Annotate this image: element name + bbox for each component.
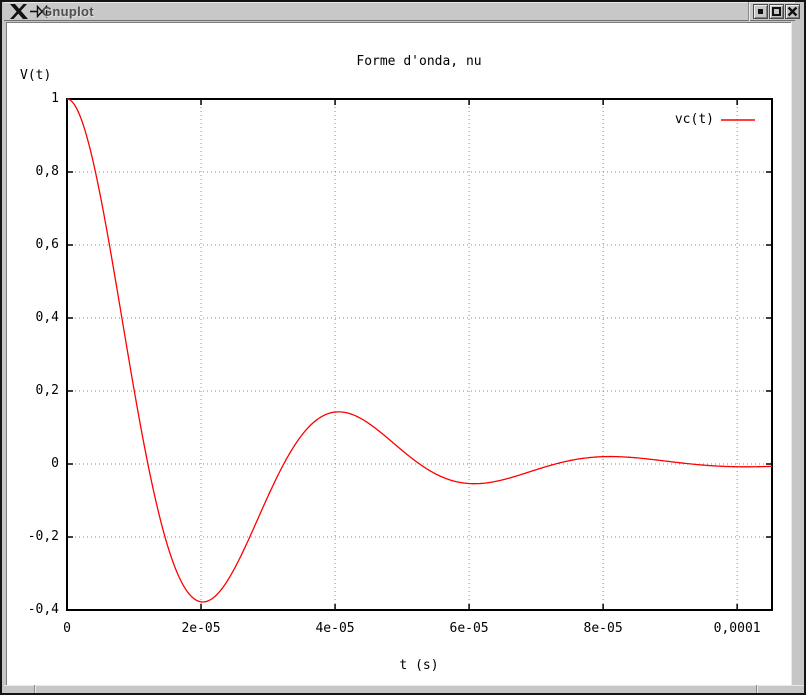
minimize-button[interactable]: [753, 4, 768, 19]
close-button[interactable]: [785, 4, 800, 19]
maximize-button[interactable]: [769, 4, 784, 19]
y-tick-label: -0,4: [27, 602, 59, 617]
titlebar-divider: [748, 2, 750, 21]
legend-label: vc(t): [674, 112, 714, 127]
x-tick-label: 0,0001: [713, 621, 761, 636]
window-frame-bottom[interactable]: [4, 685, 804, 693]
pin-icon[interactable]: [30, 5, 48, 18]
titlebar[interactable]: Gnuplot: [4, 2, 800, 21]
y-tick-label: 0,2: [35, 383, 59, 398]
x-axis-label: t (s): [399, 658, 439, 673]
y-tick-label: 0,8: [35, 164, 59, 179]
chart-title: Forme d'onda, nu: [356, 54, 482, 69]
window-title: Gnuplot: [42, 4, 94, 19]
y-tick-label: 0,4: [35, 310, 59, 325]
resize-grip-left[interactable]: [34, 685, 36, 693]
y-axis-label: V(t): [20, 68, 52, 83]
resize-grip-right[interactable]: [756, 685, 758, 693]
x-tick-label: 6e-05: [449, 621, 489, 636]
x11-logo-icon: [10, 4, 28, 19]
x-tick-label: 8e-05: [583, 621, 623, 636]
y-tick-label: 0: [51, 456, 59, 471]
y-tick-label: 1: [51, 91, 59, 106]
x-tick-label: 2e-05: [181, 621, 221, 636]
y-tick-label: -0,2: [27, 529, 59, 544]
maximize-icon: [772, 7, 781, 16]
x-tick-label: 0: [63, 621, 71, 636]
window-frame-right[interactable]: [791, 22, 802, 687]
y-tick-label: 0,6: [35, 237, 59, 252]
close-icon: [787, 6, 798, 17]
minimize-icon: [758, 9, 763, 14]
x-tick-label: 4e-05: [315, 621, 355, 636]
